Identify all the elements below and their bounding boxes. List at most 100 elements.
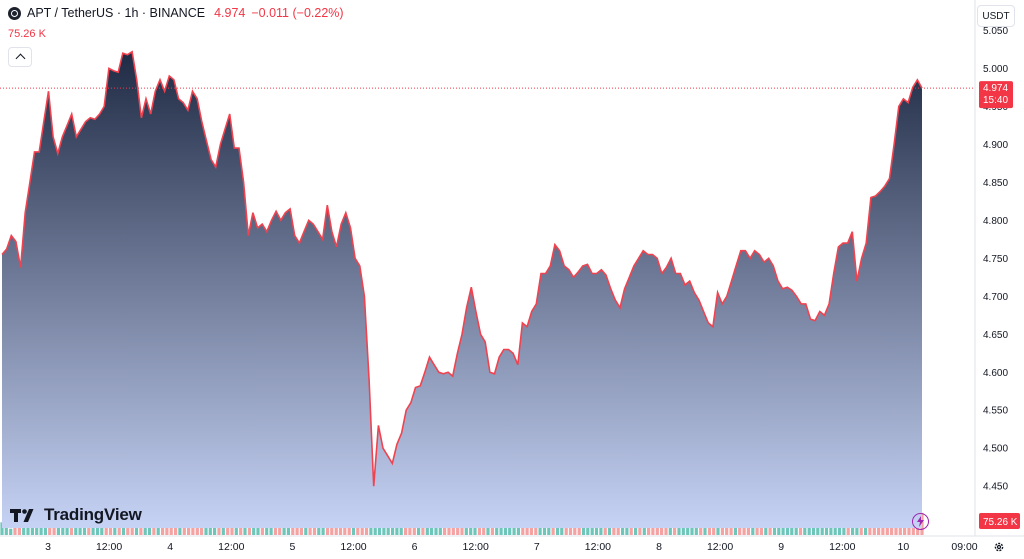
volume-bar: [803, 522, 807, 535]
chevron-up-icon: [15, 53, 25, 64]
legend-price: 4.974: [214, 6, 246, 20]
legend-change: −0.011 (−0.22%): [251, 6, 344, 20]
tradingview-brand[interactable]: TradingView: [10, 505, 142, 525]
volume-bar: [52, 522, 56, 535]
x-tick-label: 10: [898, 541, 910, 553]
volume-bar: [612, 522, 616, 535]
price-area-fill: [2, 51, 922, 528]
x-tick-label: 3: [45, 541, 51, 553]
x-tick-label: 12:00: [707, 541, 733, 553]
volume-bar: [165, 522, 169, 535]
y-tick-label: 4.800: [983, 216, 1008, 227]
svg-text:75.26 K: 75.26 K: [983, 517, 1018, 528]
volume-bar: [469, 522, 473, 535]
volume-bar: [785, 522, 790, 535]
x-tick-label: 12:00: [463, 541, 489, 553]
x-tick-label: 8: [656, 541, 662, 553]
symbol-legend[interactable]: APT / TetherUS · 1h · BINANCE 4.974 −0.0…: [8, 6, 344, 20]
volume-bar: [82, 522, 87, 535]
volume-bar: [195, 525, 199, 535]
volume-bar: [161, 522, 165, 535]
volume-bar: [9, 528, 13, 535]
x-tick-label: 12:00: [829, 541, 855, 553]
y-tick-label: 4.550: [983, 406, 1008, 417]
x-tick-label: 6: [412, 541, 418, 553]
volume-bar: [798, 525, 803, 535]
volume-bar: [555, 522, 560, 535]
volume-bar: [738, 522, 742, 535]
volume-bar: [529, 525, 533, 535]
volume-bar: [325, 522, 330, 535]
y-tick-label: 4.850: [983, 178, 1008, 189]
volume-bar: [768, 525, 772, 535]
volume-bar: [191, 522, 195, 535]
volume-bar: [26, 525, 30, 535]
x-tick-label: 4: [167, 541, 173, 553]
volume-bar: [182, 522, 186, 535]
volume-bar: [794, 522, 798, 535]
x-tick-label: 12:00: [585, 541, 611, 553]
volume-bar: [460, 522, 464, 535]
volume-bar: [651, 522, 655, 535]
y-tick-label: 4.500: [983, 444, 1008, 455]
x-tick-label: 12:00: [340, 541, 366, 553]
volume-bar: [764, 522, 768, 535]
x-tick-label: 09:00: [951, 541, 977, 553]
brand-name: TradingView: [44, 505, 142, 524]
volume-bar: [464, 525, 468, 535]
x-tick-label: 9: [778, 541, 784, 553]
volume-bar: [538, 522, 542, 535]
volume-bar: [525, 522, 529, 535]
volume-bar: [0, 522, 4, 535]
volume-bar: [777, 522, 781, 535]
y-tick-label: 4.700: [983, 292, 1008, 303]
volume-bar: [634, 525, 638, 535]
x-tick-label: 7: [534, 541, 540, 553]
x-axis[interactable]: 3 12:00 4 12:00 5 12:00 6 12:00 7 12:00 8 12:00 9 12:…: [45, 541, 978, 553]
lightning-bolt-icon[interactable]: [912, 513, 929, 530]
last-price-label: 4.974 15:40: [979, 81, 1013, 109]
volume-bar: [607, 525, 612, 535]
volume-bar: [508, 522, 512, 535]
volume-bar: [490, 525, 494, 535]
y-tick-label: 4.600: [983, 368, 1008, 379]
y-tick-label: 5.000: [983, 64, 1008, 75]
volume-bar: [586, 522, 590, 535]
volume-bar: [673, 522, 677, 535]
collapse-legend-button[interactable]: [8, 47, 32, 67]
volume-legend: 75.26 K: [8, 28, 46, 40]
volume-bar: [655, 525, 659, 535]
volume-bar: [13, 525, 17, 535]
y-tick-label: 4.650: [983, 330, 1008, 341]
volume-bar: [477, 525, 481, 535]
volume-value-label: 75.26 K: [979, 513, 1020, 529]
volume-bar: [599, 522, 603, 535]
volume-bar: [291, 522, 295, 535]
tradingview-logo-icon: [10, 509, 34, 522]
volume-bar: [39, 522, 43, 535]
symbol-title: APT / TetherUS · 1h · BINANCE: [27, 6, 206, 20]
price-line: [1, 50, 923, 487]
currency-button[interactable]: USDT: [977, 5, 1015, 27]
x-tick-label: 12:00: [218, 541, 244, 553]
volume-bar: [4, 525, 8, 535]
last-price-value: 4.974: [983, 83, 1008, 94]
x-tick-label: 5: [289, 541, 295, 553]
gear-icon[interactable]: [993, 541, 1005, 553]
volume-bar: [542, 525, 547, 535]
y-tick-label: 5.050: [983, 26, 1008, 37]
volume-bar: [65, 522, 69, 535]
volume-bar: [621, 525, 625, 535]
volume-bar: [642, 522, 646, 535]
volume-bar: [742, 522, 746, 535]
y-tick-label: 4.900: [983, 140, 1008, 151]
x-tick-label: 12:00: [96, 541, 122, 553]
bar-countdown: 15:40: [983, 95, 1008, 106]
volume-bar: [625, 522, 629, 535]
y-tick-label: 4.450: [983, 482, 1008, 493]
apt-coin-icon: [8, 6, 21, 20]
y-tick-label: 4.750: [983, 254, 1008, 265]
volume-bar: [660, 522, 664, 535]
volume-bar: [486, 522, 490, 535]
